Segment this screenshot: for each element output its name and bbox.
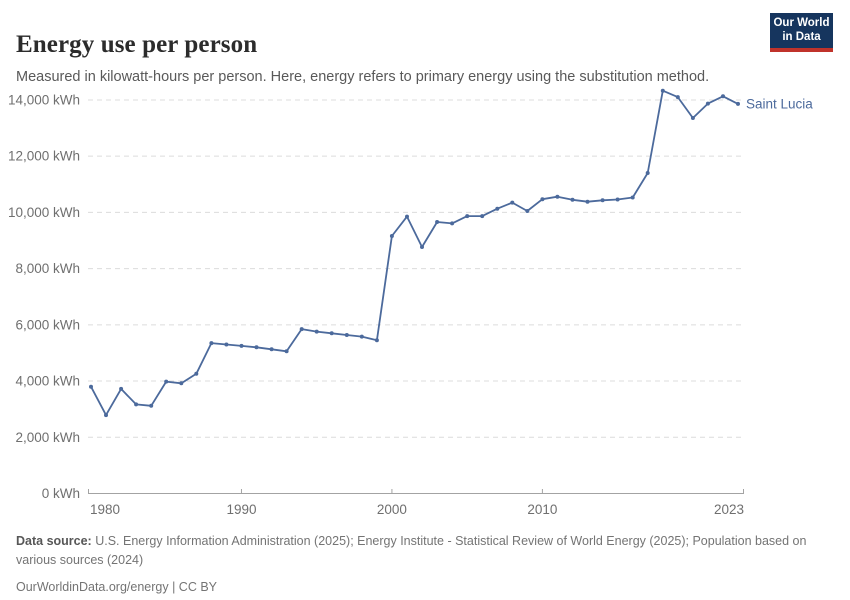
data-point[interactable] <box>736 101 740 106</box>
energy-line-chart[interactable]: 0 kWh 2,000 kWh 4,000 kWh 6,000 kWh 8,000 kW… <box>0 88 850 528</box>
data-source-text: U.S. Energy Information Administration (… <box>16 534 807 567</box>
data-point[interactable] <box>314 329 319 334</box>
data-point[interactable] <box>329 331 334 336</box>
data-point[interactable] <box>555 194 560 199</box>
chart-subtitle: Measured in kilowatt-hours per person. H… <box>16 68 710 85</box>
data-point[interactable] <box>224 342 229 347</box>
data-point[interactable] <box>660 88 665 93</box>
y-tick-label: 8,000 kWh <box>15 261 80 276</box>
data-point[interactable] <box>690 116 695 120</box>
chart-area[interactable]: 0 kWh 2,000 kWh 4,000 kWh 6,000 kWh 8,000 kW… <box>0 88 850 528</box>
data-point[interactable] <box>269 347 274 352</box>
data-point[interactable] <box>420 245 424 249</box>
data-point[interactable] <box>570 197 575 202</box>
chart-footer: Data source: U.S. Energy Information Adm… <box>16 532 834 597</box>
data-point[interactable] <box>630 195 635 200</box>
y-tick-label: 4,000 kWh <box>15 374 80 389</box>
owid-logo[interactable]: Our World in Data <box>770 13 833 52</box>
data-point[interactable] <box>284 349 289 354</box>
data-point[interactable] <box>359 334 364 339</box>
data-point[interactable] <box>194 371 199 376</box>
data-point[interactable] <box>134 402 139 407</box>
data-point[interactable] <box>104 413 108 418</box>
data-source-label: Data source: <box>16 534 92 548</box>
data-point[interactable] <box>480 214 485 219</box>
data-point[interactable] <box>465 214 470 219</box>
data-point[interactable] <box>435 220 440 224</box>
x-tick-label: 1990 <box>226 502 256 517</box>
y-tick-label: 6,000 kWh <box>15 317 80 332</box>
y-tick-label: 10,000 kWh <box>8 205 80 220</box>
y-tick-label: 0 kWh <box>42 486 80 501</box>
data-source-note: Data source: U.S. Energy Information Adm… <box>16 532 834 570</box>
data-point[interactable] <box>705 101 710 106</box>
y-tick-label: 12,000 kWh <box>8 149 80 164</box>
line-series[interactable] <box>90 89 739 417</box>
y-tick-label: 14,000 kWh <box>8 92 80 107</box>
owid-logo-line1: Our World <box>773 17 830 29</box>
x-tick-label: 2023 <box>714 502 744 517</box>
data-point[interactable] <box>721 94 725 99</box>
data-point[interactable] <box>89 384 93 389</box>
data-point[interactable] <box>450 221 455 226</box>
license-note: OurWorldinData.org/energy | CC BY <box>16 580 218 594</box>
x-tick-label: 2010 <box>527 502 557 517</box>
data-point[interactable] <box>374 338 379 343</box>
data-point[interactable] <box>540 197 545 202</box>
data-point[interactable] <box>645 171 650 175</box>
data-point[interactable] <box>495 206 500 211</box>
data-point[interactable] <box>389 234 394 238</box>
owid-logo-line2: in Data <box>782 30 821 43</box>
data-point[interactable] <box>149 403 154 408</box>
page-title: Energy use per person <box>16 30 258 58</box>
data-point[interactable] <box>615 197 620 202</box>
data-point[interactable] <box>600 198 605 203</box>
data-point[interactable] <box>239 343 244 348</box>
data-point[interactable] <box>299 327 304 332</box>
data-point[interactable] <box>119 386 124 391</box>
entity-label[interactable]: Saint Lucia <box>746 96 813 111</box>
data-point[interactable] <box>510 200 515 205</box>
data-point[interactable] <box>585 199 590 204</box>
data-point[interactable] <box>209 341 214 346</box>
data-point[interactable] <box>254 345 259 350</box>
data-point[interactable] <box>164 379 169 384</box>
y-tick-label: 2,000 kWh <box>15 430 80 445</box>
data-point[interactable] <box>179 381 184 386</box>
data-point[interactable] <box>344 333 349 337</box>
x-tick-label: 1980 <box>90 502 120 517</box>
data-point[interactable] <box>405 214 409 219</box>
data-point[interactable] <box>525 209 530 213</box>
data-point[interactable] <box>675 95 680 100</box>
x-tick-label: 2000 <box>377 502 407 517</box>
